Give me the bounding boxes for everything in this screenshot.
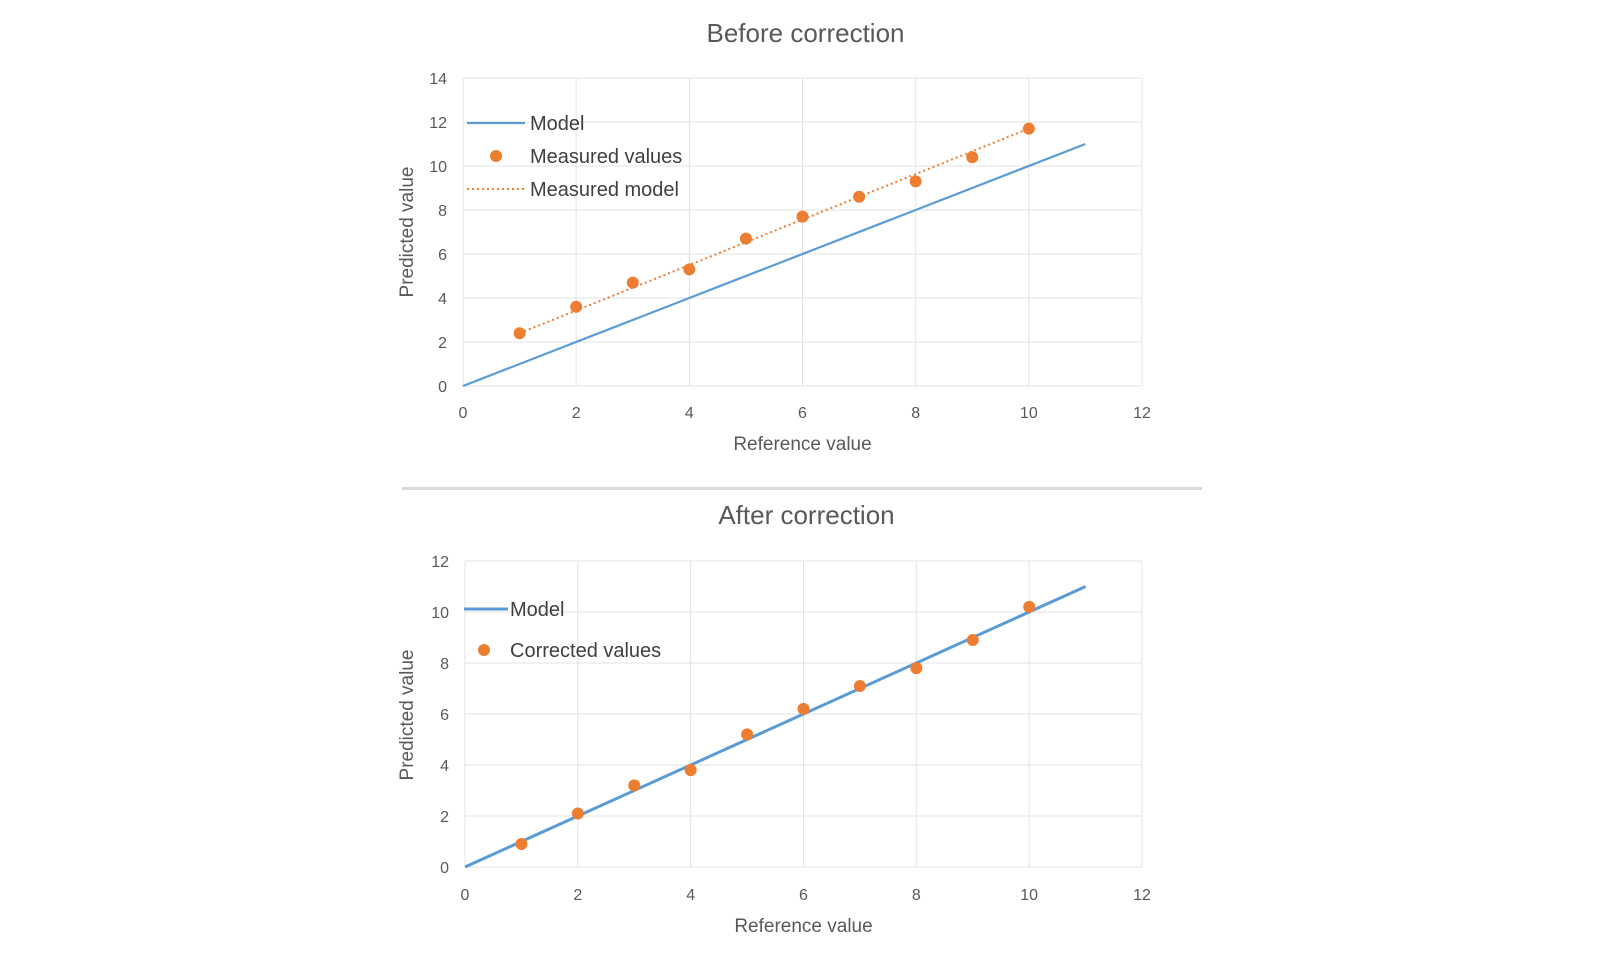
y-tick-label: 4 bbox=[440, 758, 449, 775]
y-tick-label: 8 bbox=[438, 203, 447, 220]
x-tick-label: 8 bbox=[912, 887, 921, 904]
x-tick-label: 6 bbox=[799, 887, 808, 904]
x-tick-label: 8 bbox=[911, 405, 920, 422]
legend-label: Measured values bbox=[530, 146, 682, 168]
chart-title: After correction bbox=[718, 500, 894, 530]
data-point bbox=[628, 779, 641, 792]
chart-title: Before correction bbox=[707, 18, 905, 48]
data-point bbox=[741, 728, 754, 741]
y-tick-label: 2 bbox=[440, 809, 449, 826]
data-point bbox=[853, 190, 866, 203]
legend-label: Model bbox=[530, 113, 584, 135]
x-tick-label: 6 bbox=[798, 405, 807, 422]
data-point bbox=[797, 702, 810, 715]
data-point bbox=[1022, 122, 1035, 135]
data-point bbox=[570, 300, 583, 313]
x-tick-label: 10 bbox=[1020, 887, 1038, 904]
data-point bbox=[796, 210, 809, 223]
y-axis-label: Predicted value bbox=[397, 650, 418, 781]
y-tick-label: 2 bbox=[438, 335, 447, 352]
x-tick-label: 2 bbox=[572, 405, 581, 422]
x-tick-label: 0 bbox=[459, 405, 468, 422]
y-tick-label: 6 bbox=[438, 247, 447, 264]
x-axis-label: Reference value bbox=[734, 916, 872, 937]
x-tick-label: 4 bbox=[685, 405, 694, 422]
x-tick-label: 4 bbox=[686, 887, 695, 904]
data-point bbox=[910, 662, 923, 675]
data-point bbox=[626, 276, 639, 289]
y-tick-label: 0 bbox=[438, 379, 447, 396]
legend-label: Model bbox=[510, 599, 564, 621]
x-tick-label: 12 bbox=[1133, 405, 1151, 422]
chart-divider bbox=[402, 487, 1202, 490]
data-point bbox=[513, 327, 526, 340]
data-point bbox=[684, 764, 697, 777]
y-axis-label: Predicted value bbox=[397, 167, 418, 298]
y-tick-label: 6 bbox=[440, 707, 449, 724]
x-tick-label: 0 bbox=[461, 887, 470, 904]
data-point bbox=[515, 838, 528, 851]
legend-marker-swatch bbox=[478, 644, 490, 656]
y-tick-label: 8 bbox=[440, 656, 449, 673]
model-line bbox=[464, 585, 1087, 869]
data-point bbox=[853, 679, 866, 692]
model-line bbox=[462, 142, 1086, 388]
data-point bbox=[1023, 600, 1036, 613]
legend-label: Measured model bbox=[530, 179, 679, 201]
x-tick-label: 12 bbox=[1133, 887, 1151, 904]
y-tick-label: 4 bbox=[438, 291, 447, 308]
legend-label: Corrected values bbox=[510, 640, 661, 662]
y-tick-label: 0 bbox=[440, 860, 449, 877]
y-tick-label: 14 bbox=[429, 71, 447, 88]
measured-model-line bbox=[519, 127, 1030, 335]
data-point bbox=[739, 232, 752, 245]
data-point bbox=[909, 175, 922, 188]
y-tick-label: 10 bbox=[431, 605, 449, 622]
data-point bbox=[966, 151, 979, 164]
x-tick-label: 10 bbox=[1020, 405, 1038, 422]
y-tick-label: 10 bbox=[429, 159, 447, 176]
legend-marker-swatch bbox=[490, 150, 502, 162]
y-tick-label: 12 bbox=[431, 554, 449, 571]
data-point bbox=[683, 263, 696, 276]
data-point bbox=[571, 807, 584, 820]
x-axis-label: Reference value bbox=[733, 434, 871, 455]
x-tick-label: 2 bbox=[573, 887, 582, 904]
y-tick-label: 12 bbox=[429, 115, 447, 132]
data-point bbox=[966, 634, 979, 647]
